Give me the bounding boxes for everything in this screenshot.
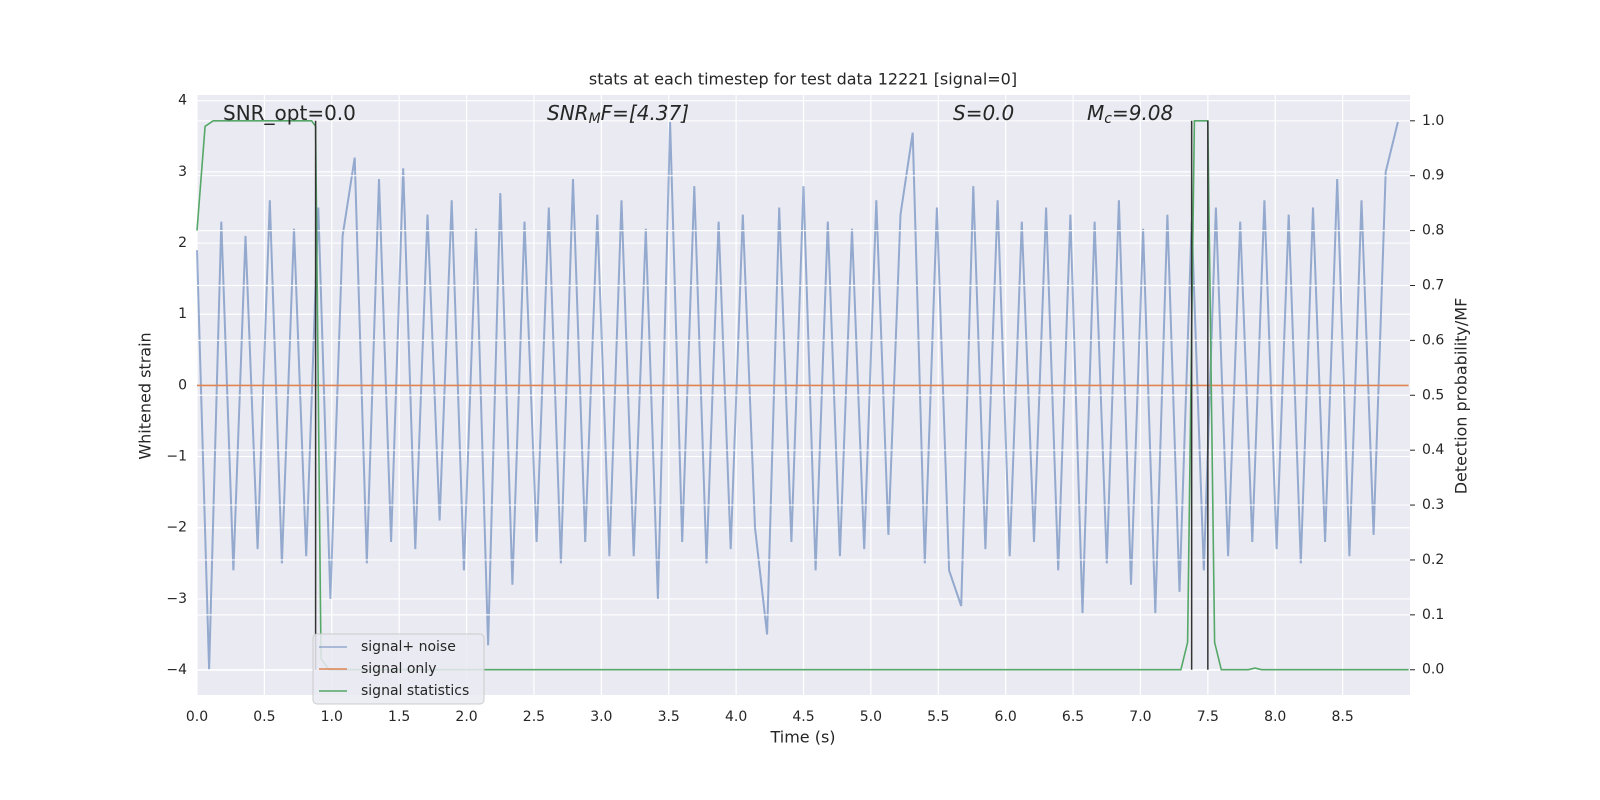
x-tick-label: 4.0	[725, 709, 747, 725]
x-tick-label: 7.0	[1129, 709, 1151, 725]
annotation: SNRMF=[4.37]	[547, 101, 689, 128]
legend-label: signal+ noise	[361, 639, 456, 655]
x-tick-label: 4.5	[792, 709, 814, 725]
y2-tick-label: 0.2	[1422, 552, 1444, 568]
x-tick-label: 3.5	[658, 709, 680, 725]
annotation: SNR_opt=0.0	[223, 101, 356, 125]
x-axis-label: Time (s)	[769, 728, 835, 747]
x-tick-label: 8.0	[1264, 709, 1286, 725]
x-tick-label: 7.5	[1197, 709, 1219, 725]
annotation-sub: c	[1104, 111, 1112, 127]
annotation-tail: F=[4.37]	[601, 101, 689, 125]
annotation-tail: =0.0	[966, 101, 1015, 125]
x-tick-label: 6.0	[995, 709, 1017, 725]
annotation-text: SNR	[547, 101, 589, 125]
x-tick-label: 1.0	[321, 709, 343, 725]
x-tick-label: 0.5	[253, 709, 275, 725]
y-tick-label: 4	[178, 93, 187, 109]
y-tick-label: −2	[166, 520, 187, 536]
y2-tick-label: 0.7	[1422, 277, 1444, 293]
x-tick-label: 5.5	[927, 709, 949, 725]
annotation-tail: =9.08	[1112, 101, 1173, 125]
y-tick-label: −4	[166, 662, 187, 678]
chart-title: stats at each timestep for test data 122…	[589, 70, 1017, 89]
y-tick-label: 2	[178, 235, 187, 251]
y2-tick-label: 0.5	[1422, 387, 1444, 403]
x-tick-label: 1.5	[388, 709, 410, 725]
series-line	[196, 121, 1399, 671]
x-tick-label: 6.5	[1062, 709, 1084, 725]
legend-label: signal statistics	[361, 683, 469, 699]
y2-tick-label: 0.0	[1422, 662, 1444, 678]
y-tick-label: 0	[178, 377, 187, 393]
y2-tick-label: 0.8	[1422, 223, 1444, 239]
legend-label: signal only	[361, 661, 436, 677]
y-tick-label: −3	[166, 591, 187, 607]
y-tick-label: 3	[178, 164, 187, 180]
x-tick-label: 0.0	[186, 709, 208, 725]
annotation: S=0.0	[953, 101, 1014, 125]
annotation-text: S	[953, 101, 966, 125]
x-tick-label: 2.0	[455, 709, 477, 725]
x-tick-label: 2.5	[523, 709, 545, 725]
x-tick-label: 5.0	[860, 709, 882, 725]
y2-tick-label: 0.1	[1422, 607, 1444, 623]
y2-tick-label: 0.3	[1422, 497, 1444, 513]
x-tick-label: 8.5	[1331, 709, 1353, 725]
annotation-text: SNR_opt=0.0	[223, 101, 356, 125]
y2-axis-label: Detection probability/MF	[1452, 298, 1471, 495]
annotation: Mc=9.08	[1087, 101, 1173, 128]
y2-tick-label: 0.4	[1422, 442, 1444, 458]
y2-tick-label: 1.0	[1422, 113, 1444, 129]
annotation-text: M	[1087, 101, 1104, 125]
y2-tick-label: 0.9	[1422, 168, 1444, 184]
legend-box	[312, 633, 485, 705]
y-axis-label: Whitened strain	[136, 332, 155, 459]
y-tick-label: −1	[166, 449, 187, 465]
x-tick-label: 3.0	[590, 709, 612, 725]
annotation-sub: M	[589, 111, 601, 127]
y-tick-label: 1	[178, 306, 187, 322]
y2-tick-label: 0.6	[1422, 332, 1444, 348]
